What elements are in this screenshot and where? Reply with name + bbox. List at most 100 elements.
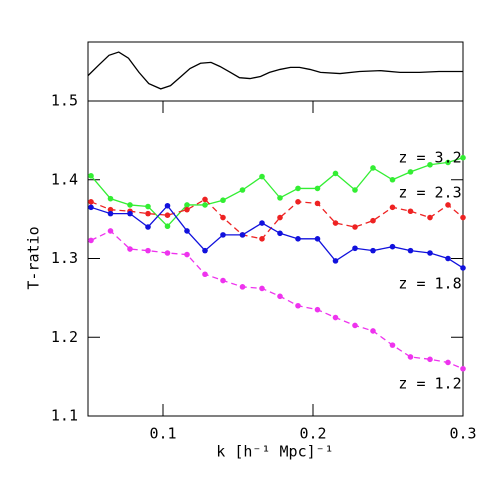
data-point [460, 214, 466, 221]
data-point [460, 154, 466, 161]
data-point [107, 195, 114, 202]
series-label: z = 2.3 [398, 184, 461, 202]
data-point [370, 217, 376, 224]
data-point [332, 314, 339, 321]
y-tick-label: 1.3 [51, 249, 78, 267]
data-point [314, 306, 321, 313]
data-point [277, 214, 283, 221]
data-point [295, 302, 301, 309]
data-point [277, 230, 283, 237]
data-point [352, 245, 358, 252]
data-point [427, 356, 433, 363]
data-point [202, 202, 208, 208]
y-tick-label: 1.2 [51, 328, 78, 346]
data-point [88, 237, 94, 244]
y-tick-label: 1.1 [51, 407, 78, 425]
data-point [277, 293, 283, 300]
data-point [239, 232, 246, 238]
data-point [259, 285, 265, 292]
data-point [145, 203, 151, 210]
data-point [332, 170, 339, 177]
series-line [87, 51, 463, 90]
data-point [427, 214, 433, 221]
data-point [202, 247, 208, 254]
data-point [407, 208, 414, 215]
data-point [145, 224, 151, 230]
data-point [445, 255, 451, 262]
data-point [127, 246, 133, 252]
data-point [389, 342, 396, 348]
data-point [352, 224, 358, 230]
data-point [370, 165, 376, 171]
data-point [239, 187, 246, 193]
data-point [295, 185, 301, 192]
data-point [239, 284, 246, 290]
data-point [107, 206, 114, 213]
data-point [427, 161, 433, 168]
data-point [277, 195, 283, 201]
data-point [164, 212, 171, 218]
data-point [145, 247, 151, 254]
data-point [295, 199, 301, 205]
data-point [184, 251, 190, 258]
data-point [445, 359, 451, 366]
y-tick-label: 1.5 [51, 92, 78, 110]
data-point [460, 265, 466, 271]
series-label: z = 1.8 [398, 275, 461, 293]
series-label: z = 3.2 [398, 149, 461, 167]
data-point [202, 271, 208, 278]
x-axis-label: k [h⁻¹ Mpc]⁻¹ [216, 443, 333, 461]
top-panel-frame [87, 41, 464, 102]
y-tick-label: 1.4 [51, 170, 78, 188]
series-label: z = 1.2 [398, 375, 461, 393]
data-point [407, 169, 414, 175]
series-line [90, 198, 464, 240]
data-point [445, 159, 451, 166]
data-point [127, 202, 133, 208]
data-point [259, 220, 265, 226]
data-point [88, 173, 94, 179]
data-point [332, 258, 339, 264]
data-point [445, 202, 451, 208]
data-point [259, 173, 265, 180]
data-point [220, 232, 226, 238]
data-point [220, 197, 226, 204]
data-point [427, 250, 433, 256]
data-point [389, 204, 396, 211]
data-point [88, 204, 94, 211]
data-point [184, 206, 190, 213]
data-point [202, 196, 208, 203]
data-point [164, 202, 171, 209]
data-point [259, 236, 265, 242]
data-point [314, 236, 321, 242]
data-point [314, 185, 321, 192]
data-point [370, 328, 376, 334]
data-point [220, 214, 226, 221]
data-point [164, 250, 171, 256]
data-point [352, 322, 358, 329]
data-point [127, 210, 133, 217]
data-point [389, 243, 396, 250]
data-point [220, 277, 226, 284]
data-point [88, 199, 94, 205]
data-point [164, 223, 171, 230]
y-axis-label: T-ratio [25, 226, 43, 289]
data-point [352, 187, 358, 193]
data-point [184, 228, 190, 234]
data-point [460, 365, 466, 372]
data-point [184, 202, 190, 208]
data-point [407, 354, 414, 360]
data-point [370, 247, 376, 254]
x-tick-label: 0.2 [299, 425, 326, 443]
data-point [145, 210, 151, 217]
data-point [314, 200, 321, 207]
data-point [407, 247, 414, 254]
data-point [107, 228, 114, 234]
x-tick-label: 0.3 [449, 425, 476, 443]
data-point [332, 220, 339, 226]
data-point [107, 210, 114, 217]
data-point [389, 176, 396, 183]
data-point [295, 236, 301, 242]
x-tick-label: 0.1 [149, 425, 176, 443]
